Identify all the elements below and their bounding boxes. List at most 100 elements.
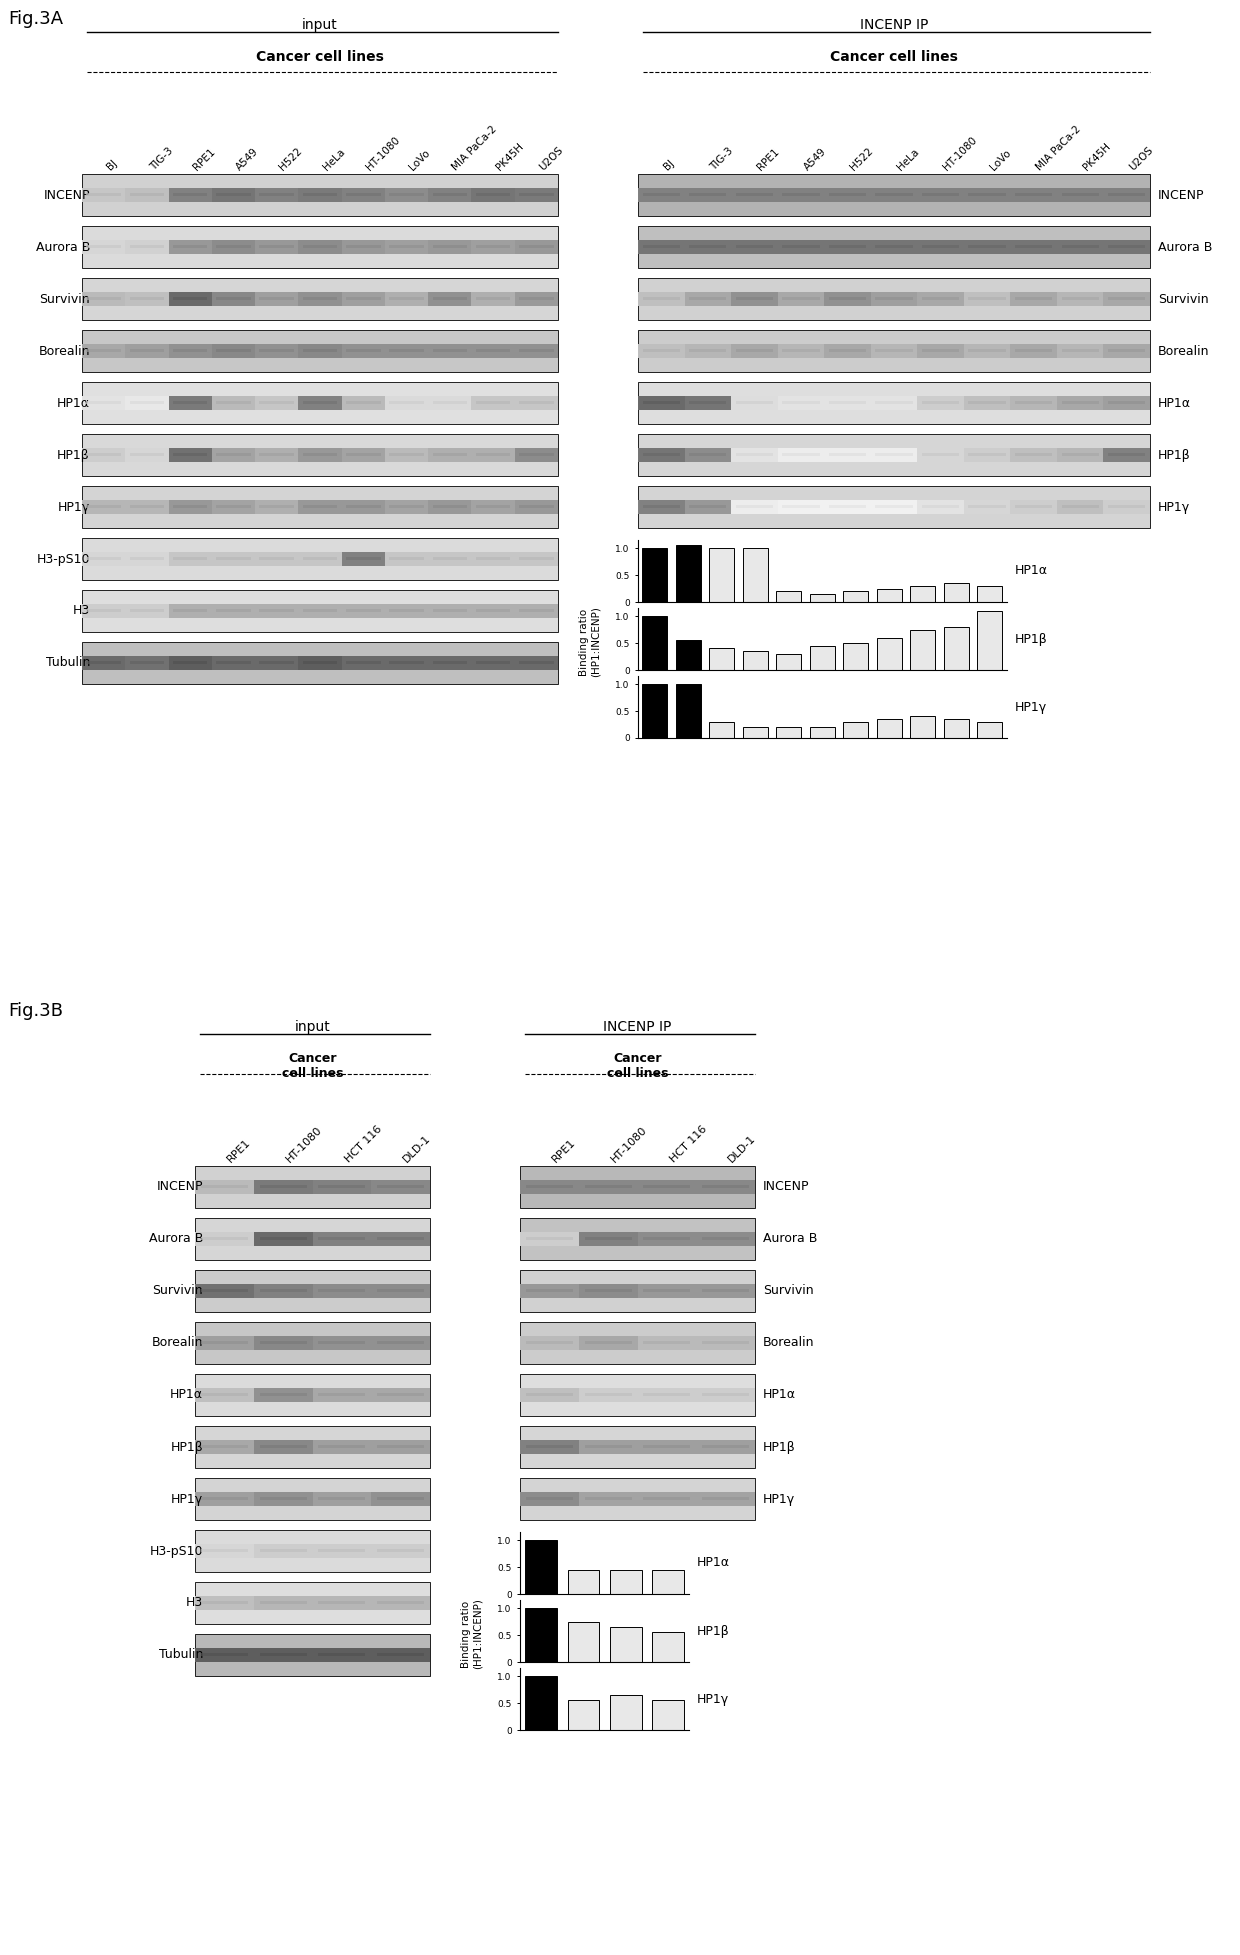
Bar — [428, 448, 471, 461]
Bar — [201, 1601, 248, 1605]
Bar — [515, 395, 558, 411]
Bar — [652, 1632, 684, 1662]
Bar — [1104, 188, 1149, 203]
Bar — [526, 1185, 573, 1189]
Bar — [125, 395, 169, 411]
Bar — [568, 1701, 599, 1730]
Bar — [526, 1288, 573, 1292]
Bar — [918, 188, 963, 203]
Bar — [520, 1179, 579, 1195]
Bar — [433, 297, 467, 301]
Bar — [515, 551, 558, 567]
Bar — [732, 344, 777, 358]
Bar — [130, 401, 164, 405]
Bar — [777, 500, 825, 514]
Bar — [212, 344, 255, 358]
Bar — [319, 1445, 366, 1449]
Bar — [828, 297, 866, 301]
Bar — [259, 454, 294, 456]
Bar — [428, 604, 471, 618]
Bar — [610, 1570, 641, 1593]
Bar — [782, 297, 820, 301]
Bar — [201, 1445, 248, 1449]
Bar — [87, 454, 122, 456]
Bar — [342, 344, 384, 358]
Bar — [303, 504, 337, 508]
Bar — [312, 1179, 371, 1195]
Bar — [684, 344, 732, 358]
Bar — [195, 1322, 430, 1365]
Bar — [342, 448, 384, 461]
Bar — [346, 194, 381, 196]
Bar — [918, 500, 963, 514]
Bar — [776, 727, 801, 737]
Bar — [1104, 344, 1149, 358]
Text: Aurora B: Aurora B — [36, 240, 91, 254]
Bar — [195, 1284, 254, 1298]
Bar — [1056, 188, 1104, 203]
Bar — [702, 1288, 749, 1292]
Bar — [377, 1445, 424, 1449]
Bar — [377, 1392, 424, 1396]
Bar — [520, 244, 554, 248]
Bar — [639, 381, 1149, 424]
Bar — [520, 1271, 755, 1312]
Bar — [125, 604, 169, 618]
Bar — [825, 188, 870, 203]
Bar — [259, 244, 294, 248]
Bar — [371, 1439, 430, 1455]
Bar — [172, 401, 207, 405]
Bar — [254, 1595, 312, 1611]
Bar — [195, 1439, 254, 1455]
Bar — [172, 194, 207, 196]
Bar — [428, 344, 471, 358]
Bar — [384, 395, 428, 411]
Bar — [319, 1185, 366, 1189]
Bar — [82, 330, 558, 371]
Bar — [1016, 348, 1053, 352]
Bar — [918, 240, 963, 254]
Bar — [1104, 291, 1149, 307]
Bar — [968, 244, 1006, 248]
Bar — [1011, 395, 1056, 411]
Bar — [371, 1232, 430, 1247]
Bar — [825, 344, 870, 358]
Bar — [384, 500, 428, 514]
Bar — [642, 297, 680, 301]
Bar — [259, 1601, 306, 1605]
Bar — [735, 454, 773, 456]
Bar — [642, 616, 667, 671]
Bar — [303, 297, 337, 301]
Bar — [782, 244, 820, 248]
Bar — [212, 655, 255, 671]
Bar — [515, 291, 558, 307]
Bar — [579, 1388, 637, 1402]
Bar — [921, 297, 960, 301]
Bar — [526, 1541, 557, 1593]
Bar — [644, 1288, 691, 1292]
Bar — [312, 1232, 371, 1247]
Bar — [195, 1595, 254, 1611]
Bar — [342, 240, 384, 254]
Bar — [312, 1388, 371, 1402]
Bar — [877, 719, 901, 737]
Bar — [584, 1445, 631, 1449]
Bar — [1056, 500, 1104, 514]
Bar — [709, 649, 734, 671]
Bar — [782, 504, 820, 508]
Bar — [216, 297, 250, 301]
Bar — [963, 448, 1011, 461]
Bar — [255, 291, 299, 307]
Bar — [1056, 448, 1104, 461]
Bar — [346, 557, 381, 561]
Bar — [1011, 344, 1056, 358]
Bar — [642, 547, 667, 602]
Bar — [389, 608, 424, 612]
Bar — [921, 348, 960, 352]
Bar — [870, 291, 918, 307]
Bar — [968, 194, 1006, 196]
Bar — [255, 188, 299, 203]
Bar — [342, 395, 384, 411]
Bar — [1016, 194, 1053, 196]
Bar — [1109, 401, 1146, 405]
